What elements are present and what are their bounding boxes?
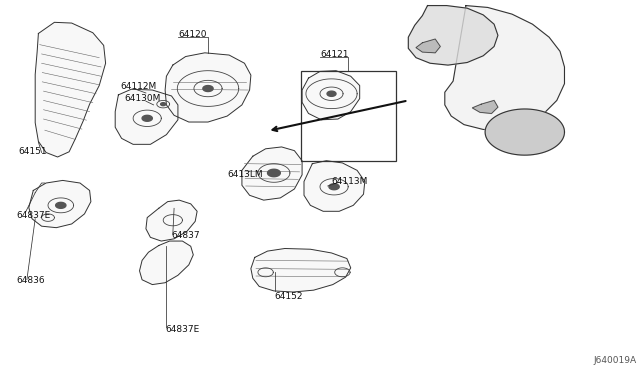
- Text: 64837: 64837: [172, 231, 200, 240]
- Text: 64113M: 64113M: [332, 177, 368, 186]
- Polygon shape: [408, 6, 498, 65]
- Polygon shape: [115, 89, 178, 144]
- Polygon shape: [251, 248, 351, 292]
- Text: J640019A: J640019A: [594, 356, 637, 365]
- Text: 64837E: 64837E: [16, 211, 51, 219]
- Text: 64112M: 64112M: [120, 82, 157, 91]
- Polygon shape: [242, 147, 302, 200]
- Polygon shape: [268, 169, 280, 177]
- Polygon shape: [485, 109, 564, 155]
- Text: 64837E: 64837E: [165, 325, 200, 334]
- Polygon shape: [472, 100, 498, 113]
- Text: 64836: 64836: [16, 276, 45, 285]
- Polygon shape: [203, 86, 213, 92]
- Text: 64121: 64121: [320, 49, 349, 58]
- Polygon shape: [56, 202, 66, 208]
- Polygon shape: [302, 71, 360, 120]
- Text: 6413LM: 6413LM: [227, 170, 263, 179]
- Polygon shape: [416, 39, 440, 53]
- Polygon shape: [327, 91, 336, 96]
- Polygon shape: [140, 241, 193, 285]
- Polygon shape: [329, 184, 339, 190]
- Bar: [301, 71, 396, 161]
- Text: 64151: 64151: [18, 147, 47, 156]
- Polygon shape: [445, 6, 564, 129]
- Polygon shape: [142, 115, 152, 121]
- Polygon shape: [304, 161, 365, 211]
- Polygon shape: [146, 200, 197, 241]
- Text: 64152: 64152: [274, 292, 303, 301]
- Text: 64130M: 64130M: [125, 94, 161, 103]
- Polygon shape: [35, 22, 106, 157]
- Polygon shape: [29, 180, 91, 228]
- Text: 64120: 64120: [178, 30, 207, 39]
- Polygon shape: [165, 53, 251, 122]
- Polygon shape: [161, 103, 166, 106]
